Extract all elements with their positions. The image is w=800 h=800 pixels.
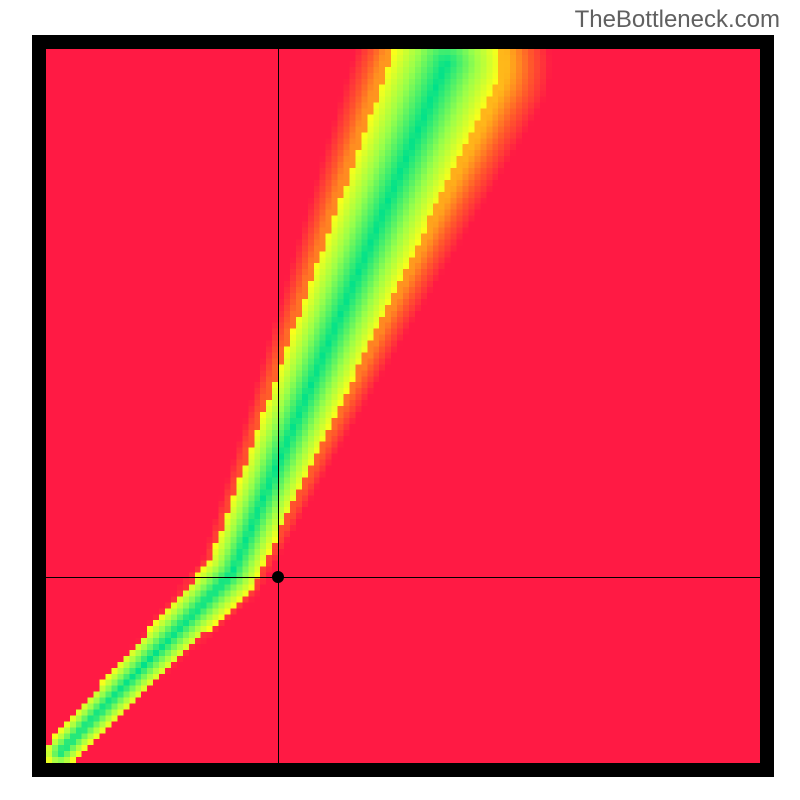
watermark-text: TheBottleneck.com [575, 6, 780, 34]
heatmap-canvas [46, 49, 760, 763]
crosshair-horizontal [46, 577, 760, 578]
crosshair-vertical [278, 49, 279, 763]
heatmap-plot [32, 35, 774, 777]
marker-point [272, 571, 284, 583]
